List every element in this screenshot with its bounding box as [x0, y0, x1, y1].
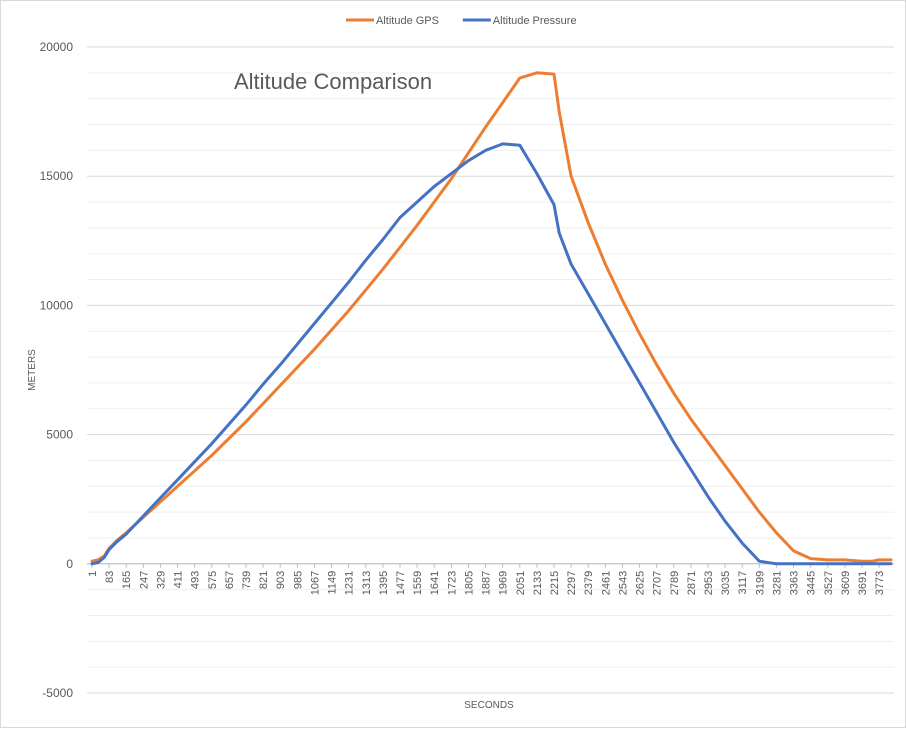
x-tick-label: 3609 — [840, 571, 852, 595]
x-axis-title: SECONDS — [464, 700, 514, 711]
x-tick-label: 657 — [224, 571, 236, 589]
x-tick-label: 2871 — [686, 571, 698, 595]
x-tick-label: 903 — [275, 571, 287, 589]
x-tick-label: 493 — [190, 571, 202, 589]
x-tick-label: 3281 — [771, 571, 783, 595]
x-tick-label: 2953 — [703, 571, 715, 595]
x-tick-label: 411 — [173, 571, 185, 589]
x-tick-label: 2215 — [549, 571, 561, 595]
x-tick-label: 1477 — [395, 571, 407, 595]
y-tick-label: 0 — [66, 557, 73, 571]
x-tick-label: 2625 — [635, 571, 647, 595]
x-tick-label: 329 — [155, 571, 167, 589]
y-axis-title: METERS — [27, 349, 38, 391]
x-tick-label: 83 — [104, 571, 116, 583]
y-tick-label: 5000 — [46, 428, 73, 442]
x-tick-label: 1 — [87, 571, 99, 577]
y-axis-ticks: -5000 0 5000 10000 15000 20000 — [40, 40, 74, 700]
y-tick-label: 15000 — [40, 169, 74, 183]
x-tick-label: 3527 — [823, 571, 835, 595]
x-tick-label: 739 — [241, 571, 253, 589]
x-tick-label: 2543 — [617, 571, 629, 595]
y-tick-label: -5000 — [42, 686, 73, 700]
x-axis-ticks: 1 83 165 247 329 411 493 575 657 739 821 903 985 1067… — [87, 563, 886, 595]
x-tick-label: 1395 — [378, 571, 390, 595]
x-tick-label: 821 — [258, 571, 270, 589]
series-line-altitude-gps — [90, 71, 893, 563]
x-tick-label: 2051 — [515, 571, 527, 595]
x-tick-label: 1723 — [446, 571, 458, 595]
y-tick-label: 10000 — [40, 298, 74, 312]
legend-label: Altitude GPS — [376, 15, 439, 27]
x-tick-label: 2133 — [532, 571, 544, 595]
x-tick-label: 1149 — [327, 571, 339, 595]
x-tick-label: 2461 — [600, 571, 612, 595]
x-tick-label: 1313 — [361, 571, 373, 595]
x-tick-label: 3445 — [806, 571, 818, 595]
x-tick-label: 3199 — [754, 571, 766, 595]
x-tick-label: 2379 — [583, 571, 595, 595]
x-tick-label: 1805 — [463, 571, 475, 595]
x-tick-label: 3035 — [720, 571, 732, 595]
x-tick-label: 1067 — [309, 571, 321, 595]
x-tick-label: 1969 — [498, 571, 510, 595]
y-tick-label: 20000 — [40, 40, 74, 54]
x-tick-label: 575 — [207, 571, 219, 589]
x-tick-label: 247 — [138, 571, 150, 589]
x-tick-label: 1887 — [481, 571, 493, 595]
grid-lines — [87, 46, 894, 694]
x-tick-label: 3691 — [857, 571, 869, 595]
series-layer — [90, 71, 893, 566]
x-tick-label: 1559 — [412, 571, 424, 595]
x-tick-label: 2297 — [566, 571, 578, 595]
chart-title: Altitude Comparison — [234, 69, 432, 94]
x-tick-label: 2707 — [652, 571, 664, 595]
x-tick-label: 165 — [121, 571, 133, 589]
x-tick-label: 1641 — [429, 571, 441, 595]
x-tick-label: 2789 — [669, 571, 681, 595]
legend-label: Altitude Pressure — [493, 15, 577, 27]
x-tick-label: 3117 — [737, 571, 749, 595]
legend: Altitude GPS Altitude Pressure — [346, 15, 577, 27]
x-tick-label: 3363 — [789, 571, 801, 595]
series-line-altitude-pressure — [90, 142, 893, 566]
x-tick-label: 985 — [292, 571, 304, 589]
x-tick-label: 1231 — [344, 571, 356, 595]
x-tick-label: 3773 — [874, 571, 886, 595]
